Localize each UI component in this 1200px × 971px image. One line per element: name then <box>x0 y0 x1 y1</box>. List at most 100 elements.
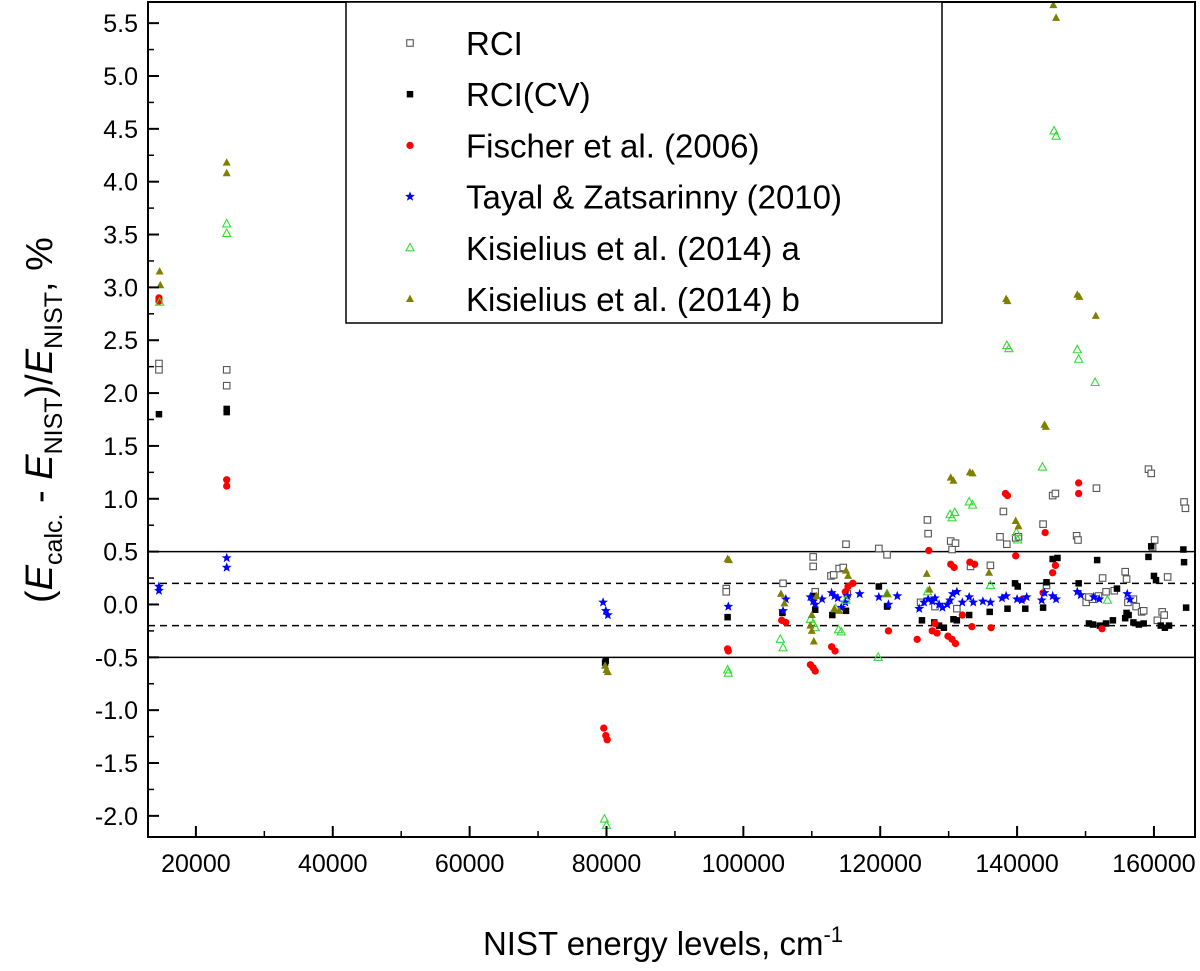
y-axis-ticks: -2.0 -1.5 -1.0 -0.5 0.0 0.5 1.0 1.5 2.0 2.5 3.0 3.5… <box>95 10 159 831</box>
x-tick-label: 80000 <box>572 850 642 878</box>
data-point <box>1180 558 1188 566</box>
data-point <box>154 296 165 306</box>
legend-label: Kisielius et al. (2014) b <box>466 281 800 318</box>
y-tick-label: -1.5 <box>95 750 138 778</box>
data-point <box>1102 587 1110 596</box>
data-point <box>1014 583 1022 590</box>
series-3 <box>154 552 1135 620</box>
data-point <box>1039 587 1050 597</box>
legend-item: RCI(CV) <box>406 76 591 113</box>
x-tick-label: 140000 <box>975 850 1058 878</box>
data-point <box>1003 343 1014 353</box>
data-point <box>722 587 731 596</box>
data-point <box>1180 546 1187 553</box>
data-point <box>1160 611 1169 619</box>
data-point <box>1075 589 1086 600</box>
data-point <box>809 553 817 561</box>
data-point <box>947 588 958 599</box>
x-tick-label: 40000 <box>298 850 368 878</box>
y-tick-label: 0.0 <box>103 591 138 619</box>
data-point <box>1074 536 1082 544</box>
data-point <box>1003 540 1011 549</box>
data-point <box>1012 534 1023 544</box>
data-point <box>812 591 821 600</box>
data-point <box>854 588 865 599</box>
data-point <box>1089 621 1097 628</box>
data-point <box>1181 504 1190 513</box>
data-point <box>775 633 786 643</box>
data-point <box>985 579 996 589</box>
data-point <box>1150 572 1158 580</box>
legend-marker <box>405 294 415 303</box>
data-point <box>600 605 611 615</box>
data-point <box>918 617 926 624</box>
data-point <box>873 591 884 602</box>
data-point <box>1147 543 1155 550</box>
data-point <box>968 623 976 631</box>
data-point <box>1140 620 1147 627</box>
data-point <box>1113 585 1121 592</box>
data-point <box>968 597 979 607</box>
y-tick-label: 0.5 <box>103 539 138 567</box>
data-point <box>949 476 958 484</box>
data-point <box>1085 620 1093 627</box>
y-axis-title: (Ecalc. - ENIST)/ENIST, % <box>19 237 68 603</box>
data-point <box>884 627 893 635</box>
data-point <box>958 611 966 619</box>
data-point <box>780 598 789 607</box>
legend-label: Tayal & Zatsarinny (2010) <box>466 179 842 216</box>
data-point <box>1014 521 1023 530</box>
data-point <box>953 604 961 613</box>
data-point <box>723 667 734 677</box>
y-tick-label: 2.5 <box>103 327 138 355</box>
data-point <box>875 583 883 590</box>
data-point <box>1121 614 1129 622</box>
series-2 <box>155 294 1106 744</box>
data-point <box>1075 580 1082 587</box>
legend-marker <box>405 191 415 201</box>
data-point <box>832 592 843 603</box>
data-point <box>1036 595 1047 605</box>
x-tick-label: 60000 <box>435 850 505 878</box>
data-point <box>1011 527 1022 537</box>
data-point <box>935 622 943 629</box>
data-point <box>723 601 734 611</box>
data-point <box>722 664 733 674</box>
data-point <box>221 562 232 572</box>
data-point <box>849 579 857 587</box>
data-point <box>836 602 847 612</box>
legend-item: Tayal & Zatsarinny (2010) <box>405 179 842 216</box>
data-point <box>1088 591 1099 602</box>
data-point <box>1147 469 1156 478</box>
legend-item: Kisielius et al. (2014) a <box>405 230 800 267</box>
y-tick-label: 1.0 <box>103 486 138 514</box>
data-point <box>1132 602 1140 611</box>
data-point <box>602 609 613 620</box>
data-point <box>951 539 960 547</box>
data-point <box>780 594 791 604</box>
data-point <box>1102 594 1113 604</box>
data-point <box>811 606 819 614</box>
legend: RCI RCI(CV) Fischer et al. (2006) Tayal & Z… <box>405 25 842 318</box>
y-tick-label: 3.5 <box>103 222 138 250</box>
y-tick-label: 4.5 <box>103 116 138 144</box>
data-point <box>1153 616 1162 625</box>
data-point <box>971 560 979 568</box>
data-point <box>925 546 933 555</box>
data-point <box>222 381 231 390</box>
data-point <box>831 647 839 655</box>
data-point <box>1090 376 1101 387</box>
data-point <box>842 590 853 601</box>
y-tick-label: 2.0 <box>103 380 138 408</box>
x-tick-label: 20000 <box>161 850 231 878</box>
data-point <box>155 366 163 374</box>
data-point <box>1073 353 1084 363</box>
data-point <box>927 596 938 606</box>
data-point <box>778 605 788 615</box>
x-axis-title: NIST energy levels, cm-1 <box>483 922 843 962</box>
data-point <box>914 603 925 613</box>
data-point <box>964 591 975 602</box>
data-point <box>1102 620 1110 627</box>
data-point <box>223 476 231 484</box>
